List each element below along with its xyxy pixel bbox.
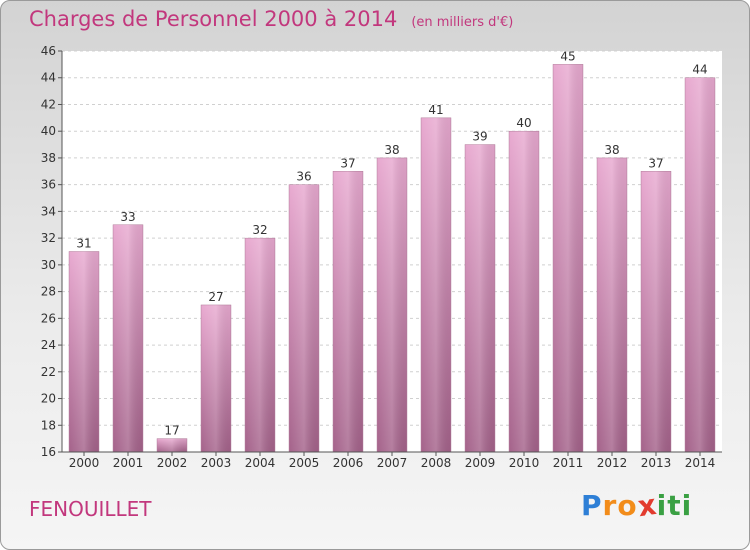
y-tick-label: 38 (41, 151, 56, 165)
logo-letter: x (635, 487, 659, 524)
x-tick-label: 2014 (685, 456, 716, 470)
bar-shine (465, 144, 495, 453)
bar-shine (333, 171, 363, 453)
y-tick-label: 30 (41, 258, 56, 272)
bar-shine (201, 304, 231, 452)
value-label: 17 (164, 424, 179, 438)
chart-title: Charges de Personnel 2000 à 2014 (en mill… (29, 7, 513, 31)
logo-letter: o (617, 489, 638, 522)
y-tick-label: 16 (41, 445, 56, 459)
value-label: 27 (208, 290, 223, 304)
chart-title-text: Charges de Personnel 2000 à 2014 (29, 7, 398, 31)
value-label: 38 (384, 143, 399, 157)
x-tick-label: 2011 (553, 456, 584, 470)
value-label: 37 (648, 156, 663, 170)
value-label: 32 (252, 223, 267, 237)
bar-shine (289, 184, 319, 452)
y-tick-label: 44 (41, 71, 56, 85)
y-tick-label: 24 (41, 338, 56, 352)
value-label: 40 (516, 116, 531, 130)
logo-letter: i (681, 489, 693, 522)
bar-shine (245, 238, 275, 452)
x-tick-label: 2002 (157, 456, 188, 470)
bar-shine (421, 117, 451, 452)
logo-letter: t (667, 489, 682, 522)
value-label: 38 (604, 143, 619, 157)
x-tick-label: 2003 (201, 456, 232, 470)
value-label: 45 (560, 49, 575, 63)
logo-letter: P (581, 489, 603, 522)
y-tick-label: 46 (41, 44, 56, 58)
y-axis-labels: 16 18 20 22 24 26 28 30 32 34 36 38 40 42 44 46 (41, 44, 56, 459)
value-label: 44 (692, 63, 707, 77)
value-labels: 31 33 17 27 32 36 37 38 41 39 40 45 38 37 44 (76, 49, 707, 437)
y-tick-label: 34 (41, 204, 56, 218)
bar-shine (641, 171, 671, 453)
value-label: 36 (296, 170, 311, 184)
y-tick-label: 40 (41, 124, 56, 138)
logo-letter: r (602, 489, 618, 522)
value-label: 41 (428, 103, 443, 117)
value-label: 39 (472, 130, 487, 144)
bar-shine (157, 438, 187, 452)
bar-shine (553, 64, 583, 452)
x-tick-label: 2005 (289, 456, 320, 470)
value-label: 37 (340, 156, 355, 170)
x-tick-label: 2013 (641, 456, 672, 470)
y-tick-label: 42 (41, 97, 56, 111)
y-tick-label: 32 (41, 231, 56, 245)
commune-name: FENOUILLET (29, 497, 152, 521)
x-tick-label: 2004 (245, 456, 276, 470)
x-tick-label: 2007 (377, 456, 408, 470)
y-tick-label: 22 (41, 365, 56, 379)
bar-shine (69, 251, 99, 452)
y-tick-label: 28 (41, 285, 56, 299)
proxiti-logo: Proxiti (581, 487, 693, 524)
bar-shine (597, 157, 627, 452)
bars (68, 64, 716, 453)
bar-shine (377, 157, 407, 452)
x-tick-label: 2010 (509, 456, 540, 470)
x-tick-label: 2008 (421, 456, 452, 470)
value-label: 31 (76, 237, 91, 251)
bar-shine (113, 224, 143, 452)
y-tick-label: 36 (41, 178, 56, 192)
chart-unit: (en milliers d'€) (411, 15, 514, 30)
value-label: 33 (120, 210, 135, 224)
logo-letter: i (656, 489, 668, 522)
x-tick-label: 2012 (597, 456, 628, 470)
x-tick-label: 2001 (113, 456, 144, 470)
x-axis-labels: 2000 2001 2002 2003 2004 2005 2006 2007 2008 2009… (69, 452, 716, 470)
y-tick-label: 18 (41, 418, 56, 432)
x-tick-label: 2006 (333, 456, 364, 470)
bar-shine (509, 131, 539, 452)
bar-shine (685, 77, 715, 452)
x-tick-label: 2000 (69, 456, 100, 470)
y-tick-label: 26 (41, 311, 56, 325)
y-tick-label: 20 (41, 392, 56, 406)
x-tick-label: 2009 (465, 456, 496, 470)
